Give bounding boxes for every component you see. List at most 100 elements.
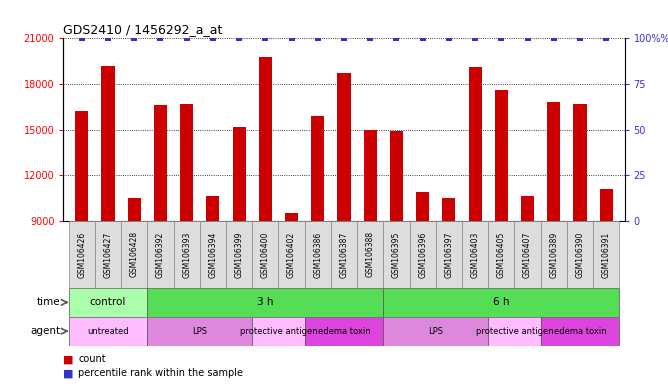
Text: GSM106392: GSM106392 [156, 231, 165, 278]
Bar [416, 192, 430, 221]
Point [496, 35, 507, 41]
Bar [311, 116, 325, 221]
Point [208, 35, 218, 41]
Bar [337, 73, 351, 221]
Point [444, 35, 454, 41]
Text: LPS: LPS [428, 327, 444, 336]
Bar [593, 221, 619, 288]
Point [365, 35, 375, 41]
Bar [69, 288, 148, 317]
Bar [226, 221, 253, 288]
Bar [200, 221, 226, 288]
Bar [521, 197, 534, 221]
Bar [383, 221, 409, 288]
Point [234, 35, 244, 41]
Point [129, 35, 140, 41]
Text: GSM106407: GSM106407 [523, 231, 532, 278]
Text: GSM106388: GSM106388 [366, 231, 375, 278]
Text: GSM106403: GSM106403 [471, 231, 480, 278]
Text: GSM106427: GSM106427 [104, 231, 112, 278]
Point [418, 35, 428, 41]
Bar [468, 67, 482, 221]
Bar [547, 102, 560, 221]
Text: edema toxin: edema toxin [318, 327, 370, 336]
Bar [567, 221, 593, 288]
Point [470, 35, 480, 41]
Bar [305, 221, 331, 288]
Bar [206, 197, 220, 221]
Bar [514, 221, 540, 288]
Text: ■: ■ [63, 368, 74, 378]
Bar [363, 130, 377, 221]
Bar [69, 317, 148, 346]
Bar [436, 221, 462, 288]
Text: GSM106396: GSM106396 [418, 231, 427, 278]
Bar [259, 56, 272, 221]
Bar [253, 221, 279, 288]
Text: GSM106402: GSM106402 [287, 231, 296, 278]
Text: GSM106426: GSM106426 [77, 231, 86, 278]
Bar [69, 221, 95, 288]
Bar [253, 317, 305, 346]
Point [574, 35, 585, 41]
Text: GSM106386: GSM106386 [313, 231, 322, 278]
Point [286, 35, 297, 41]
Bar [357, 221, 383, 288]
Bar [573, 104, 587, 221]
Text: ■: ■ [63, 354, 74, 364]
Bar [383, 317, 488, 346]
Bar [462, 221, 488, 288]
Point [260, 35, 271, 41]
Text: protective antigen: protective antigen [240, 327, 317, 336]
Text: agent: agent [30, 326, 60, 336]
Bar [121, 221, 148, 288]
Bar [540, 317, 619, 346]
Text: control: control [90, 297, 126, 308]
Text: GSM106395: GSM106395 [392, 231, 401, 278]
Point [339, 35, 349, 41]
Text: GSM106394: GSM106394 [208, 231, 217, 278]
Bar [128, 198, 141, 221]
Point [76, 35, 87, 41]
Text: GSM106387: GSM106387 [339, 231, 349, 278]
Bar [174, 221, 200, 288]
Bar [154, 105, 167, 221]
Point [313, 35, 323, 41]
Text: GSM106389: GSM106389 [549, 231, 558, 278]
Bar [232, 127, 246, 221]
Text: time: time [37, 297, 60, 308]
Bar [95, 221, 121, 288]
Bar [488, 221, 514, 288]
Bar [148, 288, 383, 317]
Text: GSM106400: GSM106400 [261, 231, 270, 278]
Bar [540, 221, 567, 288]
Point [103, 35, 114, 41]
Bar [331, 221, 357, 288]
Text: edema toxin: edema toxin [554, 327, 607, 336]
Text: percentile rank within the sample: percentile rank within the sample [78, 368, 243, 378]
Text: protective antigen: protective antigen [476, 327, 553, 336]
Text: GSM106405: GSM106405 [497, 231, 506, 278]
Bar [305, 317, 383, 346]
Point [181, 35, 192, 41]
Text: 3 h: 3 h [257, 297, 274, 308]
Bar [102, 66, 115, 221]
Bar [180, 104, 193, 221]
Text: untreated: untreated [88, 327, 129, 336]
Bar [279, 221, 305, 288]
Text: GSM106428: GSM106428 [130, 231, 139, 278]
Text: LPS: LPS [192, 327, 207, 336]
Bar [409, 221, 436, 288]
Text: GSM106397: GSM106397 [444, 231, 454, 278]
Bar [285, 213, 298, 221]
Text: count: count [78, 354, 106, 364]
Bar [488, 317, 540, 346]
Bar [390, 131, 403, 221]
Point [391, 35, 402, 41]
Text: GSM106393: GSM106393 [182, 231, 191, 278]
Point [601, 35, 612, 41]
Bar [383, 288, 619, 317]
Bar [75, 111, 88, 221]
Text: GSM106391: GSM106391 [602, 231, 611, 278]
Bar [148, 317, 253, 346]
